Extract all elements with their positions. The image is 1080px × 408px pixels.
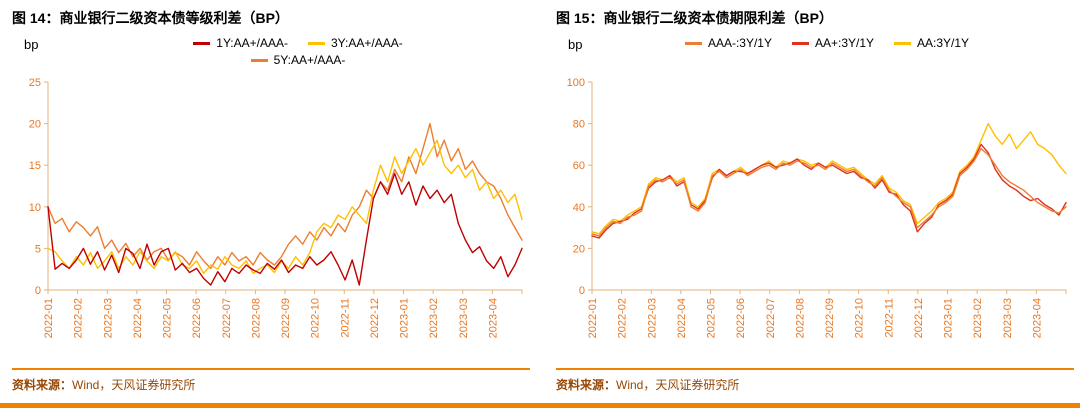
x-tick-label: 2022-07 [221, 298, 233, 338]
x-tick-label: 2023-04 [1031, 298, 1043, 338]
x-tick-label: 2023-03 [1002, 298, 1014, 338]
source-row: 资料来源：Wind，天风证券研究所 [556, 368, 1074, 393]
series-line-AAA-:3Y/1Y [591, 147, 1067, 237]
figure-15-title: 图 15： 商业银行二级资本债期限利差（BP） [556, 8, 1074, 28]
x-tick-label: 2022-03 [102, 298, 114, 338]
legend-line-swatch [684, 41, 702, 45]
x-tick-label: 2023-01 [943, 298, 955, 338]
legend-item: AA:3Y/1Y [894, 36, 969, 50]
x-tick-label: 2022-10 [854, 298, 866, 338]
x-tick-label: 2022-04 [132, 298, 144, 338]
source-row: 资料来源：Wind，天风证券研究所 [12, 368, 530, 393]
x-tick-label: 2022-02 [73, 298, 85, 338]
y-tick-label: 5 [35, 243, 41, 255]
series-line-1Y:AA+/AAA- [47, 172, 523, 286]
y-axis-unit-label: bp [568, 37, 583, 52]
x-tick-label: 2022-06 [735, 298, 747, 338]
figure-title-text: 商业银行二级资本债期限利差（BP） [603, 10, 833, 26]
legend-line-swatch [791, 41, 809, 45]
y-tick-label: 100 [567, 77, 585, 89]
y-tick-label: 60 [573, 160, 585, 172]
legend-item: 3Y:AA+/AAA- [308, 36, 403, 50]
legend-item: AA+:3Y/1Y [791, 36, 875, 50]
y-tick-label: 80 [573, 119, 585, 131]
x-tick-label: 2022-05 [162, 298, 174, 338]
source-text: Wind，天风证券研究所 [616, 378, 740, 392]
chart-header: bp AAA-:3Y/1Y AA+:3Y/1Y AA:3Y/1Y [556, 36, 1074, 76]
x-tick-label: 2022-09 [824, 298, 836, 338]
figure-14-panel: 图 14： 商业银行二级资本债等级利差（BP） bp 1Y:AA+/AAA- 3Y… [12, 8, 530, 393]
bottom-accent-bar [0, 403, 1080, 408]
x-tick-label: 2023-04 [487, 298, 499, 338]
figure-title-text: 商业银行二级资本债等级利差（BP） [59, 10, 289, 26]
series-line-AA:3Y/1Y [591, 122, 1067, 235]
figure-label: 图 15： [556, 10, 604, 26]
chart-header: bp 1Y:AA+/AAA- 3Y:AA+/AAA- 5Y:AA+/AAA- [12, 36, 530, 76]
x-tick-label: 2023-02 [428, 298, 440, 338]
legend: 1Y:AA+/AAA- 3Y:AA+/AAA- 5Y:AA+/AAA- [148, 36, 448, 67]
figure-label: 图 14： [12, 10, 60, 26]
y-tick-label: 20 [573, 243, 585, 255]
figure-14-title: 图 14： 商业银行二级资本债等级利差（BP） [12, 8, 530, 28]
series-line-AA+:3Y/1Y [591, 143, 1067, 239]
x-tick-label: 2022-04 [676, 298, 688, 338]
x-tick-label: 2022-06 [191, 298, 203, 338]
source-label: 资料来源： [12, 378, 73, 392]
x-tick-label: 2022-01 [43, 298, 55, 338]
legend-line-swatch [193, 41, 211, 45]
legend-line-swatch [894, 41, 912, 45]
x-tick-label: 2022-03 [646, 298, 658, 338]
series-line-5Y:AA+/AAA- [47, 122, 523, 270]
report-figure-strip: 图 14： 商业银行二级资本债等级利差（BP） bp 1Y:AA+/AAA- 3Y… [12, 8, 1074, 393]
x-tick-label: 2022-11 [339, 298, 351, 338]
x-tick-label: 2023-02 [972, 298, 984, 338]
y-tick-label: 15 [29, 160, 41, 172]
legend-label: 5Y:AA+/AAA- [273, 53, 346, 67]
x-tick-label: 2022-08 [794, 298, 806, 338]
legend-item: 5Y:AA+/AAA- [250, 53, 346, 67]
x-tick-label: 2022-10 [310, 298, 322, 338]
legend-item: AAA-:3Y/1Y [684, 36, 772, 50]
legend: AAA-:3Y/1Y AA+:3Y/1Y AA:3Y/1Y [610, 36, 1044, 50]
series-line-3Y:AA+/AAA- [47, 139, 523, 275]
y-tick-label: 0 [35, 285, 41, 297]
legend-label: AAA-:3Y/1Y [707, 36, 772, 50]
legend-label: 1Y:AA+/AAA- [216, 36, 288, 50]
x-tick-label: 2022-12 [369, 298, 381, 338]
legend-label: 3Y:AA+/AAA- [331, 36, 403, 50]
source-label: 资料来源： [556, 378, 617, 392]
x-tick-label: 2022-08 [250, 298, 262, 338]
legend-label: AA+:3Y/1Y [814, 36, 875, 50]
x-tick-label: 2022-02 [617, 298, 629, 338]
x-tick-label: 2023-01 [399, 298, 411, 338]
figure-15-panel: 图 15： 商业银行二级资本债期限利差（BP） bp AAA-:3Y/1Y AA+… [556, 8, 1074, 393]
y-tick-label: 20 [29, 119, 41, 131]
line-chart-svg: 0 5 10 15 20 25 2022-01 2022-02 2022-03 2022-04 20… [29, 77, 523, 338]
legend-item: 1Y:AA+/AAA- [193, 36, 288, 50]
y-tick-label: 0 [579, 285, 585, 297]
line-chart-svg: 0 20 40 60 80 100 2022-01 2022-02 2022-03 2022-04… [567, 77, 1067, 338]
x-tick-label: 2023-03 [458, 298, 470, 338]
x-tick-label: 2022-07 [765, 298, 777, 338]
y-tick-label: 25 [29, 77, 41, 89]
legend-label: AA:3Y/1Y [917, 36, 970, 50]
x-tick-label: 2022-05 [706, 298, 718, 338]
x-tick-label: 2022-12 [913, 298, 925, 338]
x-tick-label: 2022-11 [883, 298, 895, 338]
y-tick-label: 40 [573, 202, 585, 214]
y-tick-label: 10 [29, 202, 41, 214]
x-tick-label: 2022-01 [587, 298, 599, 338]
legend-line-swatch [308, 41, 325, 45]
legend-line-swatch [250, 58, 268, 62]
y-axis-unit-label: bp [24, 37, 39, 52]
source-text: Wind，天风证券研究所 [72, 378, 196, 392]
x-tick-label: 2022-09 [280, 298, 292, 338]
